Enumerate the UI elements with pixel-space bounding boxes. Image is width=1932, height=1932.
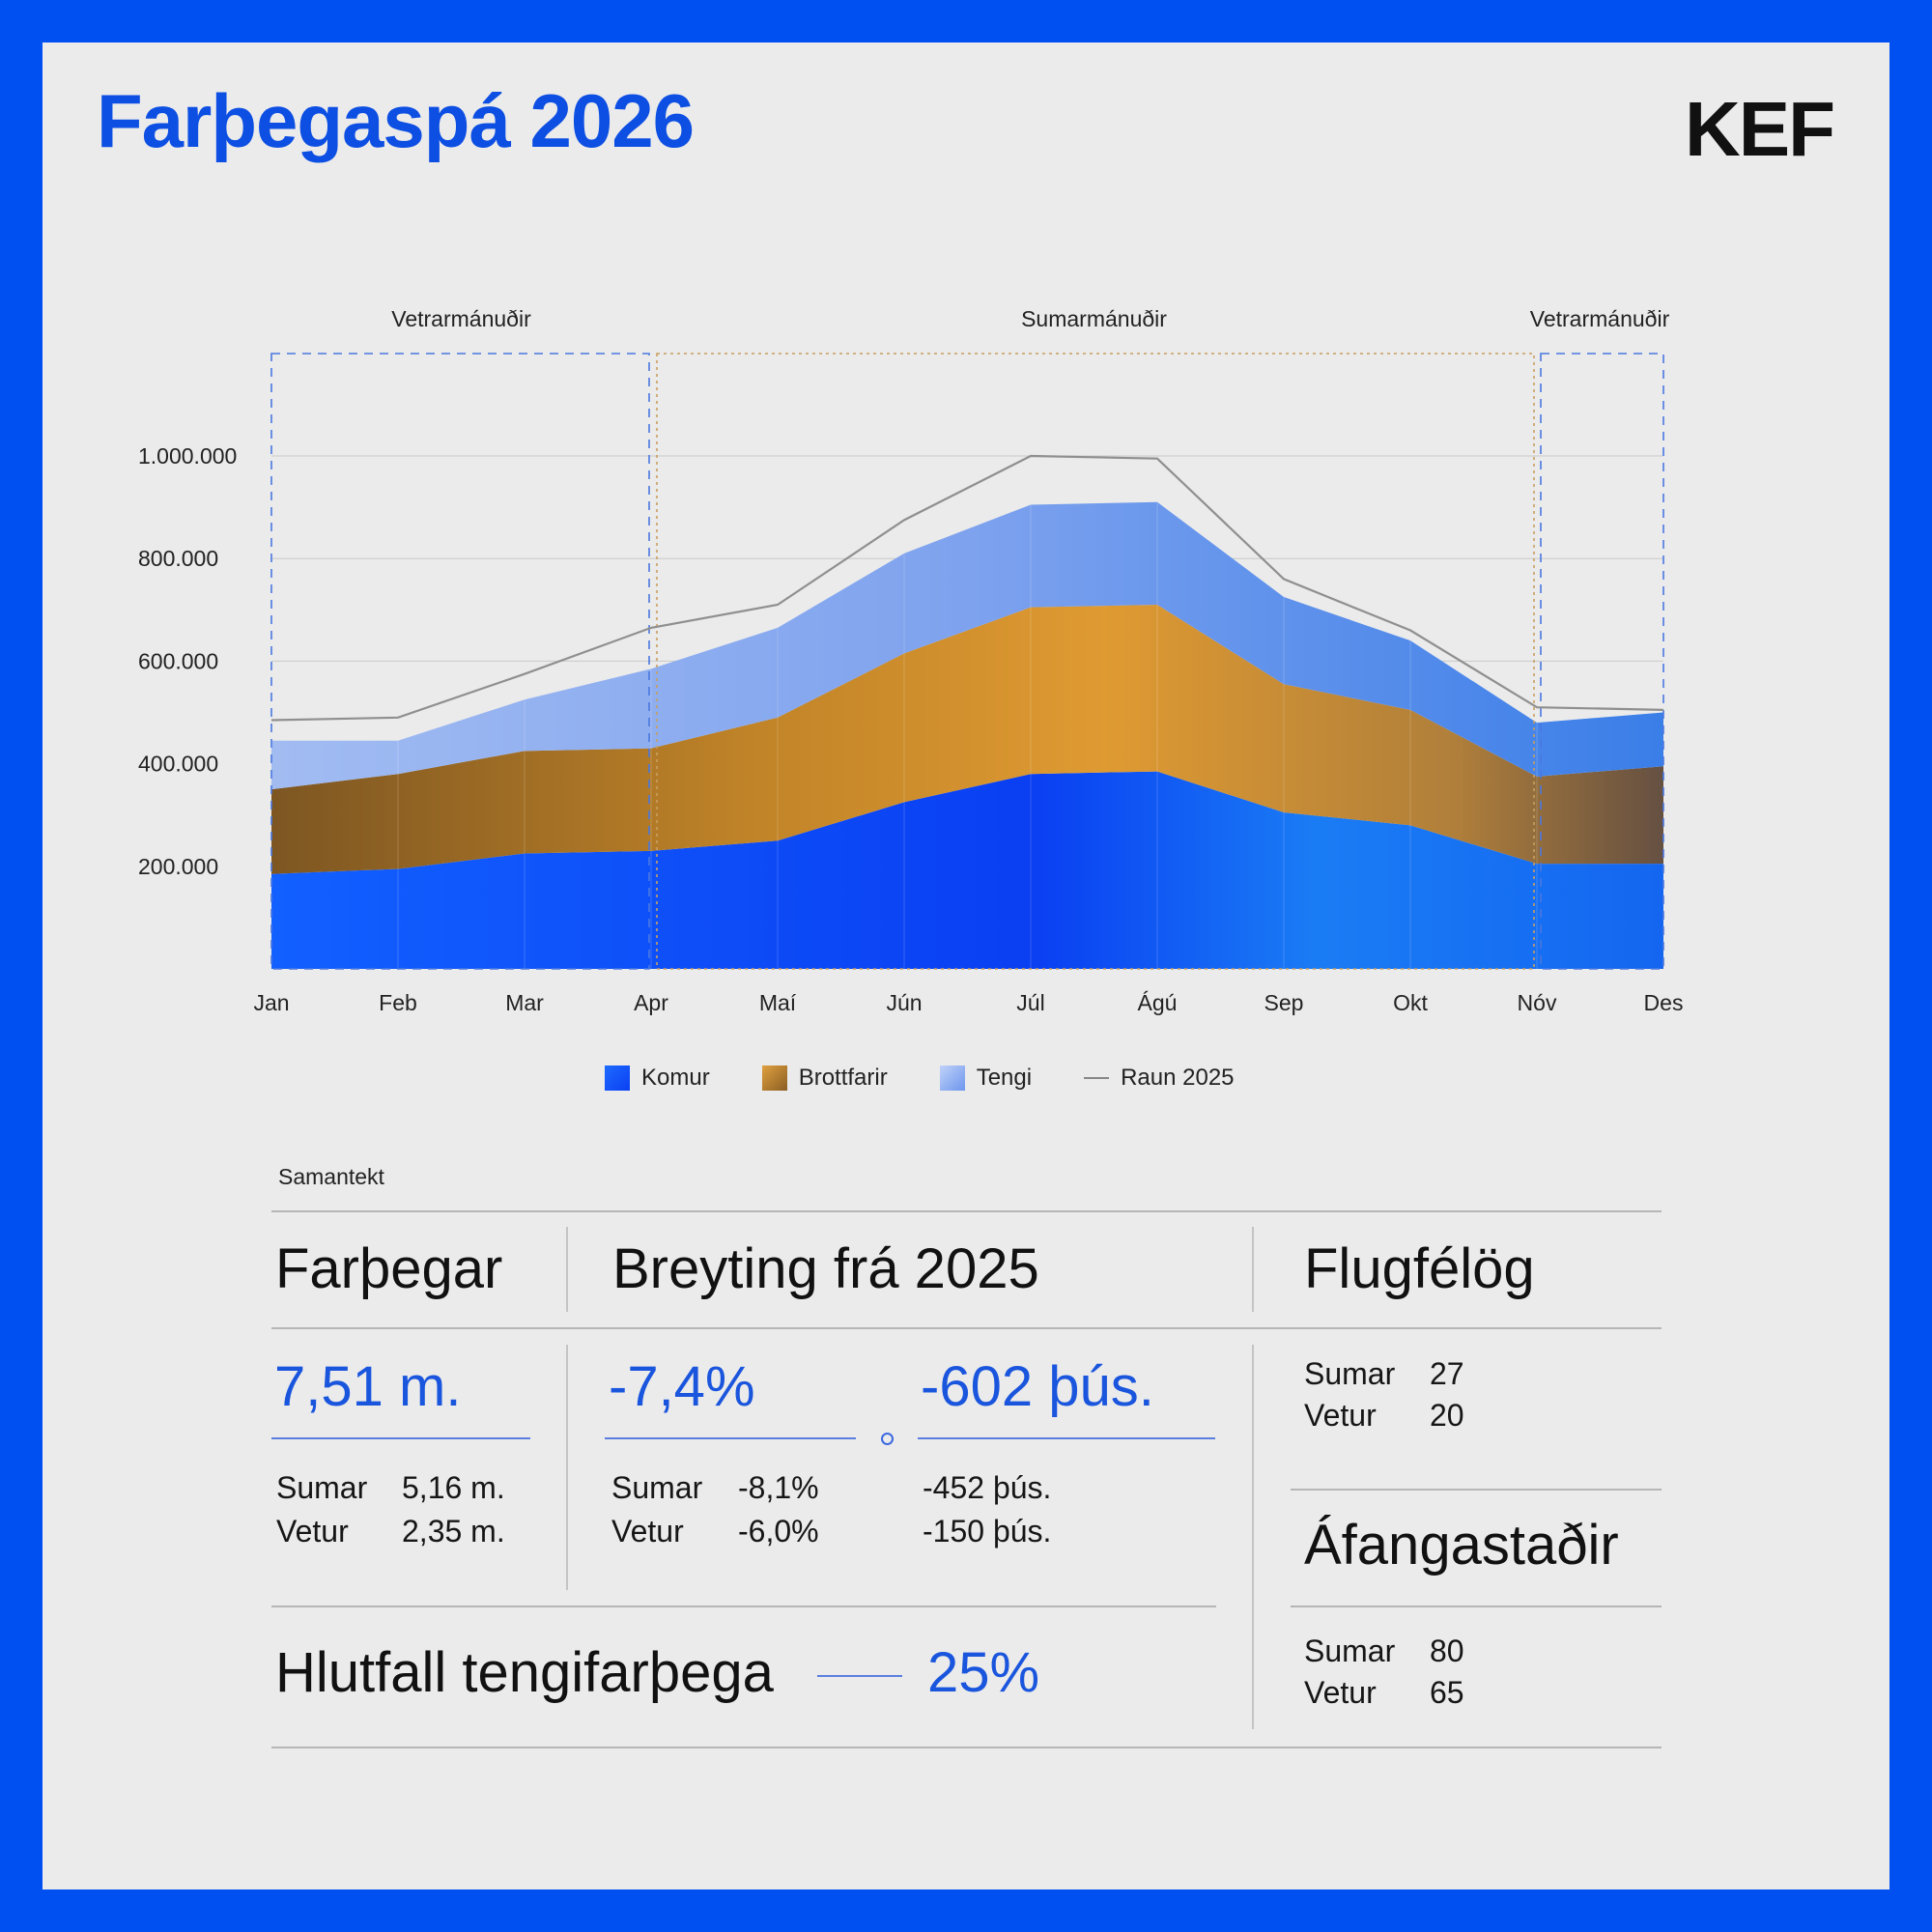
divider [1252, 1227, 1254, 1312]
legend-label: Komur [641, 1065, 710, 1091]
legend-label: Brottfarir [798, 1065, 888, 1091]
chart-legend: Komur Brottfarir Tengi Raun 2025 [605, 1065, 1287, 1092]
change-summer-absolute: -452 þús. [923, 1470, 1052, 1505]
accent-line [605, 1437, 856, 1439]
transfer-share-value: 25% [927, 1641, 1040, 1704]
change-absolute: -602 þús. [921, 1355, 1154, 1418]
passengers-summer-label: Sumar [276, 1470, 368, 1505]
passengers-winter-label: Vetur [276, 1514, 349, 1548]
x-tick-label: Júl [1016, 990, 1044, 1015]
airlines-heading: Flugfélög [1304, 1237, 1535, 1300]
x-tick-label: Maí [759, 990, 797, 1015]
period-box [270, 353, 650, 970]
passengers-summer-value: 5,16 m. [402, 1470, 505, 1505]
divider [566, 1227, 568, 1312]
airlines-summer-value: 27 [1430, 1356, 1464, 1391]
x-tick-label: Ágú [1138, 990, 1178, 1015]
legend-swatch [761, 1065, 787, 1091]
divider [566, 1345, 568, 1590]
destinations-heading: Áfangastaðir [1304, 1514, 1619, 1577]
legend-item-brottfarir: Brottfarir [761, 1065, 888, 1092]
change-winter-absolute: -150 þús. [923, 1514, 1052, 1548]
change-winter-percent: -6,0% [738, 1514, 819, 1548]
divider [1252, 1345, 1254, 1729]
legend-label: Tengi [976, 1065, 1033, 1091]
accent-line [271, 1437, 530, 1439]
divider [1291, 1605, 1662, 1607]
destinations-summer-label: Sumar [1304, 1634, 1396, 1668]
period-box [656, 353, 1535, 970]
x-tick-label: Sep [1264, 990, 1304, 1015]
connector-dot [881, 1433, 894, 1445]
airlines-winter-value: 20 [1430, 1398, 1464, 1433]
brand-logo: KEF [1685, 86, 1835, 172]
destinations-winter-value: 65 [1430, 1675, 1464, 1710]
divider [271, 1210, 1662, 1212]
legend-line [1084, 1077, 1110, 1079]
divider [271, 1327, 1662, 1329]
change-percent: -7,4% [609, 1355, 755, 1418]
period-label: Vetrarmánuðir [391, 306, 531, 331]
x-tick-label: Jan [253, 990, 289, 1015]
airlines-winter-label: Vetur [1304, 1398, 1377, 1433]
summary-label: Samantekt [278, 1164, 384, 1189]
legend-item-raun-2025: Raun 2025 [1084, 1065, 1235, 1092]
legend-swatch [939, 1065, 965, 1091]
y-tick-label: 1.000.000 [138, 443, 237, 469]
transfer-share-label: Hlutfall tengifarþega [275, 1641, 774, 1704]
change-summer-percent: -8,1% [738, 1470, 819, 1505]
area-brottfarir [271, 604, 1663, 874]
legend-item-tengi: Tengi [939, 1065, 1033, 1092]
passengers-total: 7,51 m. [274, 1355, 462, 1418]
passengers-winter-value: 2,35 m. [402, 1514, 505, 1548]
x-tick-label: Des [1644, 990, 1684, 1015]
airlines-summer-label: Sumar [1304, 1356, 1396, 1391]
y-tick-label: 800.000 [138, 546, 218, 571]
accent-line [918, 1437, 1215, 1439]
area-tengi [271, 501, 1663, 790]
x-tick-label: Mar [505, 990, 544, 1015]
divider [271, 1605, 1216, 1607]
x-tick-label: Nóv [1518, 990, 1557, 1015]
line-raun-2025 [270, 454, 1664, 722]
change-heading: Breyting frá 2025 [612, 1237, 1039, 1300]
passengers-heading: Farþegar [275, 1237, 503, 1300]
accent-line [817, 1675, 902, 1677]
y-tick-label: 400.000 [138, 752, 218, 777]
x-tick-label: Apr [634, 990, 668, 1015]
area-chart: 200.000 400.000 600.000 800.000 1.000.000 Vet… [138, 306, 1684, 1015]
destinations-summer-value: 80 [1430, 1634, 1464, 1668]
y-tick-label: 600.000 [138, 648, 218, 673]
legend-swatch [605, 1065, 630, 1091]
x-tick-label: Feb [379, 990, 417, 1015]
change-summer-label: Sumar [611, 1470, 703, 1505]
divider [1291, 1489, 1662, 1491]
x-tick-label: Jún [886, 990, 922, 1015]
period-label: Sumarmánuðir [1021, 306, 1167, 331]
period-label: Vetrarmánuðir [1530, 306, 1670, 331]
destinations-winter-label: Vetur [1304, 1675, 1377, 1710]
divider [271, 1747, 1662, 1748]
legend-item-komur: Komur [605, 1065, 710, 1092]
y-tick-label: 200.000 [138, 854, 218, 879]
area-komur [271, 771, 1663, 969]
x-tick-label: Okt [1393, 990, 1428, 1015]
change-winter-label: Vetur [611, 1514, 684, 1548]
page-title: Farþegaspá 2026 [97, 78, 695, 163]
legend-label: Raun 2025 [1121, 1065, 1235, 1091]
